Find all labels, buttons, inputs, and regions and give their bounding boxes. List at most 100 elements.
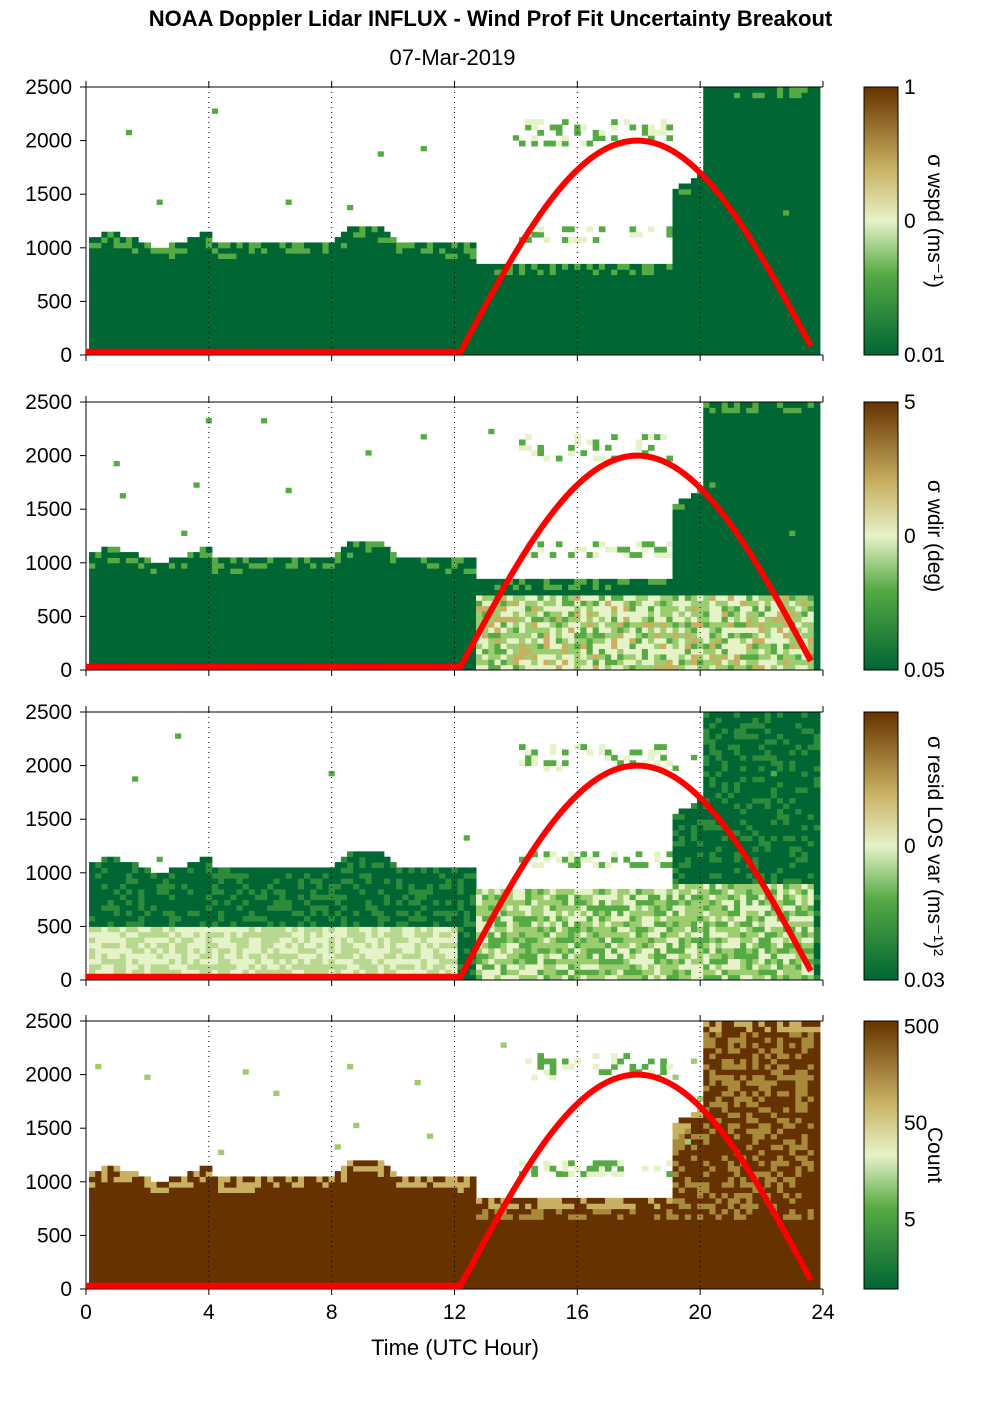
heat-cell bbox=[482, 627, 489, 633]
heat-cell bbox=[457, 568, 465, 575]
heat-cell bbox=[420, 247, 428, 254]
heat-cell bbox=[150, 263, 158, 270]
heat-cell bbox=[604, 279, 612, 286]
heat-cell bbox=[248, 621, 256, 628]
heat-cell bbox=[95, 659, 102, 666]
heat-cell bbox=[267, 584, 274, 591]
heat-cell bbox=[715, 237, 723, 243]
heat-cell bbox=[703, 194, 710, 201]
heat-cell bbox=[598, 605, 606, 612]
heat-cell bbox=[469, 573, 477, 580]
heat-cell bbox=[242, 616, 250, 623]
heat-cell bbox=[764, 344, 772, 351]
heat-cell bbox=[316, 648, 323, 655]
heat-cell bbox=[764, 210, 772, 217]
heat-cell bbox=[561, 333, 569, 340]
heat-cell bbox=[531, 328, 538, 335]
heat-cell bbox=[611, 263, 618, 270]
heat-cell bbox=[813, 108, 821, 115]
heat-cell bbox=[107, 648, 115, 655]
heat-cell bbox=[715, 135, 723, 142]
heat-cell bbox=[279, 242, 287, 249]
heat-cell bbox=[525, 269, 532, 276]
heat-cell bbox=[475, 643, 483, 650]
heat-cell bbox=[279, 611, 287, 617]
heat-cell bbox=[807, 156, 815, 163]
heat-cell bbox=[101, 338, 108, 345]
heat-cell bbox=[475, 621, 483, 628]
heat-cell bbox=[359, 247, 366, 254]
heat-cell bbox=[279, 263, 287, 270]
heat-cell bbox=[396, 659, 403, 666]
heat-cell bbox=[125, 648, 133, 655]
heat-cell bbox=[561, 637, 569, 644]
heat-cell bbox=[512, 664, 520, 671]
heat-cell bbox=[291, 253, 299, 260]
heat-cell bbox=[396, 279, 403, 286]
heat-cell bbox=[420, 621, 428, 628]
heat-cell bbox=[801, 269, 809, 276]
heat-cell bbox=[525, 589, 532, 596]
heat-cell bbox=[813, 151, 821, 158]
heat-cell bbox=[721, 215, 729, 222]
heat-cell bbox=[654, 290, 661, 297]
heat-cell bbox=[132, 296, 139, 302]
heat-cell bbox=[549, 290, 557, 297]
heat-cell bbox=[224, 258, 231, 265]
heat-cell bbox=[211, 584, 219, 591]
heat-cell bbox=[752, 296, 760, 302]
heat-cell bbox=[518, 140, 526, 147]
heat-cell bbox=[187, 290, 194, 297]
heat-cell bbox=[359, 338, 366, 345]
heat-cell bbox=[789, 183, 796, 190]
heat-cell bbox=[89, 237, 96, 243]
heat-cell bbox=[414, 573, 422, 580]
heat-cell bbox=[371, 552, 379, 558]
heat-cell bbox=[101, 274, 108, 281]
heat-cell bbox=[776, 328, 784, 335]
heat-cell bbox=[518, 349, 526, 356]
heat-cell bbox=[463, 322, 471, 329]
heat-cell bbox=[310, 637, 317, 644]
heat-cell bbox=[623, 594, 631, 601]
heat-cell bbox=[445, 242, 452, 249]
heat-cell bbox=[740, 162, 747, 168]
heat-cell bbox=[752, 333, 760, 340]
heat-cell bbox=[709, 290, 717, 297]
heat-cell bbox=[193, 573, 201, 580]
heat-cell bbox=[715, 215, 723, 222]
heat-cell bbox=[561, 659, 569, 666]
heat-cell bbox=[291, 562, 299, 569]
heat-cell bbox=[721, 333, 729, 340]
heat-cell bbox=[537, 328, 545, 335]
heat-cell bbox=[242, 562, 250, 569]
heat-cell bbox=[795, 210, 803, 217]
heat-cell bbox=[132, 621, 139, 628]
heat-cell bbox=[310, 263, 317, 270]
heat-cell bbox=[580, 578, 588, 585]
heat-cell bbox=[236, 279, 244, 286]
heat-cell bbox=[316, 600, 323, 607]
heat-cell bbox=[568, 344, 575, 351]
heat-cell bbox=[402, 637, 409, 644]
heat-cell bbox=[322, 605, 330, 612]
heat-cell bbox=[733, 226, 741, 233]
heat-cell bbox=[205, 418, 212, 424]
heat-cell bbox=[623, 611, 631, 617]
heat-cell bbox=[285, 659, 293, 666]
heat-cell bbox=[617, 301, 624, 308]
heat-cell bbox=[500, 279, 508, 286]
heat-cell bbox=[371, 312, 379, 318]
heat-cell bbox=[617, 328, 624, 335]
heat-cell bbox=[764, 113, 772, 120]
heat-cell bbox=[402, 562, 409, 569]
heat-cell bbox=[396, 600, 403, 607]
heat-cell bbox=[396, 338, 403, 345]
heat-cell bbox=[586, 333, 594, 340]
heat-cell bbox=[187, 573, 194, 580]
heat-cell bbox=[721, 178, 729, 184]
heat-cell bbox=[807, 194, 815, 201]
heat-cell bbox=[107, 322, 115, 329]
heat-cell bbox=[783, 344, 790, 351]
heat-cell bbox=[125, 290, 133, 297]
